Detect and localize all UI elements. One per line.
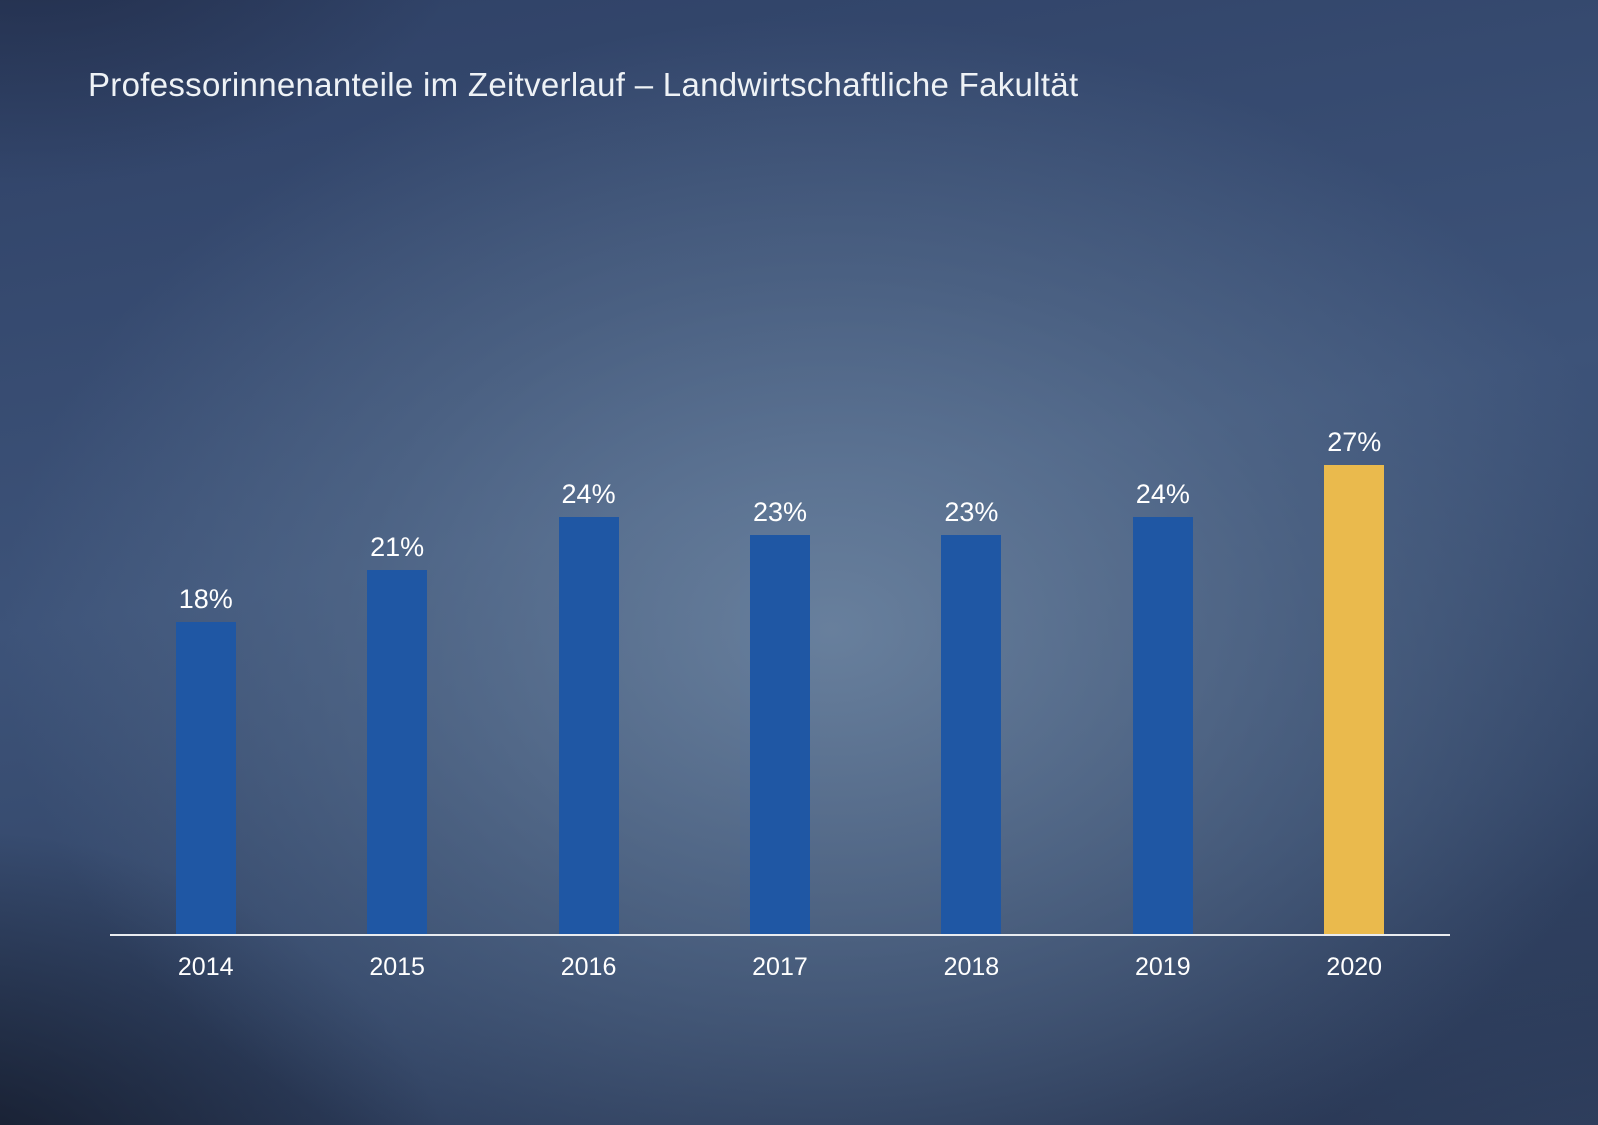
bar-2015 bbox=[367, 570, 428, 935]
bar-value-label-2014: 18% bbox=[178, 584, 233, 614]
bar-group-2020: 27% bbox=[1259, 415, 1450, 935]
x-axis-labels: 2014 2015 2016 2017 2018 2019 2020 bbox=[110, 952, 1450, 982]
bar-value-label-2017: 23% bbox=[752, 497, 807, 527]
bar-value-label-2018: 23% bbox=[944, 497, 999, 527]
bar-group-2018: 23% bbox=[876, 415, 1067, 935]
bar-group-2019: 24% bbox=[1067, 415, 1258, 935]
bar-group-2015: 21% bbox=[301, 415, 492, 935]
x-tick-label-2014: 2014 bbox=[177, 953, 234, 981]
x-tick-label-2020: 2020 bbox=[1326, 953, 1383, 981]
bar-2017 bbox=[749, 535, 810, 935]
x-tick-label-2019: 2019 bbox=[1135, 953, 1191, 981]
bar-value-label-2015: 21% bbox=[370, 532, 425, 562]
bar-2016 bbox=[558, 517, 619, 935]
bar-chart: 18% 21% 24% 23% 23% 24% 27% 2014 2015 2016 2017 20… bbox=[110, 415, 1450, 982]
chart-title: Professorinnenanteile im Zeitverlauf – L… bbox=[88, 66, 1079, 103]
x-tick-label-2016: 2016 bbox=[560, 953, 617, 981]
x-tick-label-2018: 2018 bbox=[943, 953, 1000, 981]
x-tick-label-2015: 2015 bbox=[369, 953, 425, 981]
bar-group-2016: 24% bbox=[493, 415, 684, 935]
bar-2020 bbox=[1324, 465, 1385, 935]
bar-value-label-2019: 24% bbox=[1135, 479, 1190, 509]
x-tick-label-2017: 2017 bbox=[752, 953, 808, 981]
x-axis-line bbox=[110, 934, 1450, 936]
bar-2019 bbox=[1132, 517, 1193, 935]
bar-value-label-2016: 24% bbox=[561, 479, 616, 509]
bar-group-2017: 23% bbox=[684, 415, 875, 935]
bar-group-2014: 18% bbox=[110, 415, 301, 935]
plot-area: 18% 21% 24% 23% 23% 24% 27% bbox=[110, 415, 1450, 936]
bar-2014 bbox=[175, 622, 236, 935]
bar-2018 bbox=[941, 535, 1002, 935]
bar-value-label-2020: 27% bbox=[1327, 427, 1382, 457]
